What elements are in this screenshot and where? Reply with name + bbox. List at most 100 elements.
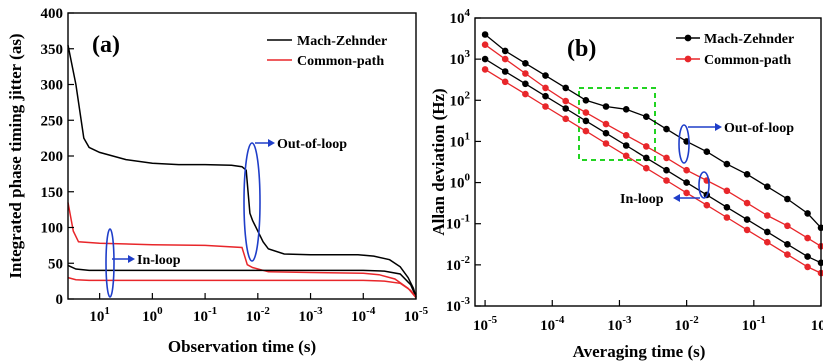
chart-a-ytick-label: 350 — [41, 42, 64, 58]
chart-a-ytick-label: 250 — [41, 113, 64, 129]
chart-a-series-out-of-loop-common-path — [67, 202, 417, 299]
chart-b-ytick-label: 10-1 — [446, 213, 470, 233]
chart-a-xtick-label: 10-5 — [404, 305, 429, 325]
chart-b-point-in-loop-mach-zehnder — [522, 80, 529, 88]
chart-b-point-out-of-loop-common-path — [643, 143, 650, 150]
chart-a-ytick-label: 0 — [56, 292, 64, 308]
chart-b-ytick-label: 103 — [450, 48, 471, 68]
chart-b-curves — [481, 31, 823, 277]
chart-b-point-out-of-loop-mach-zehnder — [764, 183, 771, 190]
chart-b-point-out-of-loop-common-path — [663, 154, 670, 162]
out-of-loop-ellipse-b — [678, 124, 690, 164]
chart-b-point-in-loop-mach-zehnder — [764, 228, 771, 236]
out-of-loop-label-a: Out-of-loop — [277, 137, 347, 152]
chart-b-point-in-loop-common-path — [643, 164, 650, 172]
chart-b-point-in-loop-common-path — [501, 78, 509, 86]
chart-b: 10-3 10-2 10-1 100 101 102 103 104 10-5 10-4 10-3 1… — [429, 7, 823, 361]
chart-b-point-in-loop-common-path — [723, 214, 731, 221]
chart-b-point-in-loop-common-path — [764, 238, 771, 246]
chart-b-point-in-loop-mach-zehnder — [481, 55, 489, 63]
chart-a-series-in-loop-common-path — [67, 276, 417, 299]
chart-b-xtick-label: 10-1 — [742, 314, 766, 334]
chart-a-ytick-label: 300 — [41, 78, 64, 94]
legend-b-common-path-label: Common-path — [704, 53, 791, 68]
in-loop-ellipse-a — [105, 228, 115, 298]
chart-b-point-out-of-loop-common-path — [622, 132, 630, 139]
chart-a-xtick-label: 101 — [89, 305, 110, 325]
chart-b-point-out-of-loop-mach-zehnder — [663, 125, 670, 133]
chart-b-point-out-of-loop-mach-zehnder — [784, 195, 791, 203]
chart-b-point-in-loop-common-path — [683, 189, 690, 197]
chart-b-point-out-of-loop-common-path — [764, 212, 771, 219]
chart-a-legend: Mach-Zehnder Common-path — [267, 34, 387, 69]
chart-b-xtick-label: 10-3 — [607, 314, 632, 334]
in-loop-label-a: In-loop — [137, 253, 181, 268]
chart-b-annotation-in-loop: In-loop — [620, 171, 710, 207]
chart-b-point-in-loop-common-path — [622, 152, 630, 160]
chart-b-point-out-of-loop-mach-zehnder — [542, 72, 549, 79]
chart-b-xtick-label: 10-4 — [540, 314, 565, 334]
out-of-loop-ellipse-a — [243, 142, 261, 262]
chart-a-ytick-label: 50 — [48, 256, 63, 272]
chart-b-point-out-of-loop-common-path — [723, 187, 731, 195]
chart-b-ytick-label: 100 — [450, 172, 471, 192]
chart-a-ticks: 0 50 100 150 200 250 300 350 400 101 100 10-1 10-2 10… — [41, 6, 429, 325]
chart-b-xtick-label: 100 — [811, 314, 823, 334]
in-loop-label-b: In-loop — [620, 192, 664, 207]
chart-b-point-out-of-loop-common-path — [501, 55, 509, 63]
chart-b-point-out-of-loop-mach-zehnder — [743, 171, 751, 178]
chart-b-point-in-loop-common-path — [562, 115, 569, 123]
legend-b-mach-zehnder-label: Mach-Zehnder — [704, 32, 794, 47]
legend-b-common-path-marker — [684, 55, 692, 63]
chart-b-point-out-of-loop-mach-zehnder — [562, 84, 569, 92]
chart-b-point-in-loop-mach-zehnder — [804, 253, 811, 260]
chart-b-point-in-loop-common-path — [481, 66, 489, 73]
chart-b-legend: Mach-Zehnder Common-path — [676, 32, 794, 68]
chart-b-point-in-loop-common-path — [804, 263, 811, 271]
in-loop-ellipse-b — [698, 171, 710, 199]
out-of-loop-label-b: Out-of-loop — [724, 121, 794, 136]
chart-b-highlight-box — [578, 87, 656, 161]
chart-b-point-out-of-loop-common-path — [602, 120, 610, 128]
legend-b-mach-zehnder-marker — [684, 34, 692, 42]
chart-b-ticks: 10-3 10-2 10-1 100 101 102 103 104 10-5 10-4 10-3 1… — [446, 7, 823, 334]
chart-a-panel-label: (a) — [92, 32, 120, 58]
chart-b-point-out-of-loop-common-path — [804, 234, 811, 242]
chart-b-point-out-of-loop-mach-zehnder — [522, 60, 529, 67]
chart-b-point-out-of-loop-common-path — [481, 41, 489, 48]
chart-b-point-in-loop-mach-zehnder — [602, 129, 610, 137]
chart-b-ytick-label: 10-2 — [446, 254, 471, 274]
chart-b-point-out-of-loop-common-path — [683, 166, 690, 174]
chart-b-panel-label: (b) — [567, 36, 596, 62]
chart-b-point-out-of-loop-mach-zehnder — [501, 47, 509, 55]
chart-a-ytick-label: 150 — [41, 185, 64, 201]
chart-b-ytick-label: 102 — [450, 89, 471, 109]
chart-b-xtick-label: 10-2 — [675, 314, 700, 334]
chart-a-xtick-label: 10-1 — [193, 305, 217, 325]
chart-a-ytick-label: 100 — [41, 221, 64, 237]
chart-a-annotation-out-of-loop: Out-of-loop — [243, 137, 347, 262]
chart-b-ytick-label: 104 — [450, 7, 471, 27]
out-of-loop-arrowhead-b — [715, 123, 722, 131]
chart-b-point-in-loop-mach-zehnder — [784, 241, 791, 248]
chart-b-point-out-of-loop-mach-zehnder — [723, 160, 731, 168]
chart-a-ytick-label: 200 — [41, 149, 64, 165]
chart-b-point-in-loop-common-path — [542, 103, 549, 110]
chart-b-point-in-loop-common-path — [743, 226, 751, 234]
chart-a-xtick-label: 100 — [142, 305, 163, 325]
chart-b-ylabel: Allan deviation (Hz) — [429, 88, 448, 235]
chart-a-xtick-label: 10-4 — [351, 305, 376, 325]
chart-b-point-out-of-loop-mach-zehnder — [804, 210, 811, 217]
chart-b-point-in-loop-common-path — [703, 201, 711, 209]
chart-b-annotation-out-of-loop: Out-of-loop — [678, 121, 794, 164]
chart-b-line-in-loop-mach-zehnder — [484, 58, 822, 264]
chart-b-point-in-loop-mach-zehnder — [683, 179, 690, 186]
chart-a-xlabel: Observation time (s) — [168, 337, 316, 356]
chart-b-ytick-label: 101 — [450, 130, 471, 150]
chart-b-point-out-of-loop-mach-zehnder — [582, 97, 590, 104]
chart-b-point-out-of-loop-mach-zehnder — [622, 106, 630, 113]
chart-b-point-in-loop-common-path — [602, 140, 610, 147]
chart-b-point-in-loop-mach-zehnder — [542, 92, 549, 100]
chart-b-line-out-of-loop-common-path — [484, 44, 822, 247]
chart-b-point-in-loop-common-path — [663, 177, 670, 184]
